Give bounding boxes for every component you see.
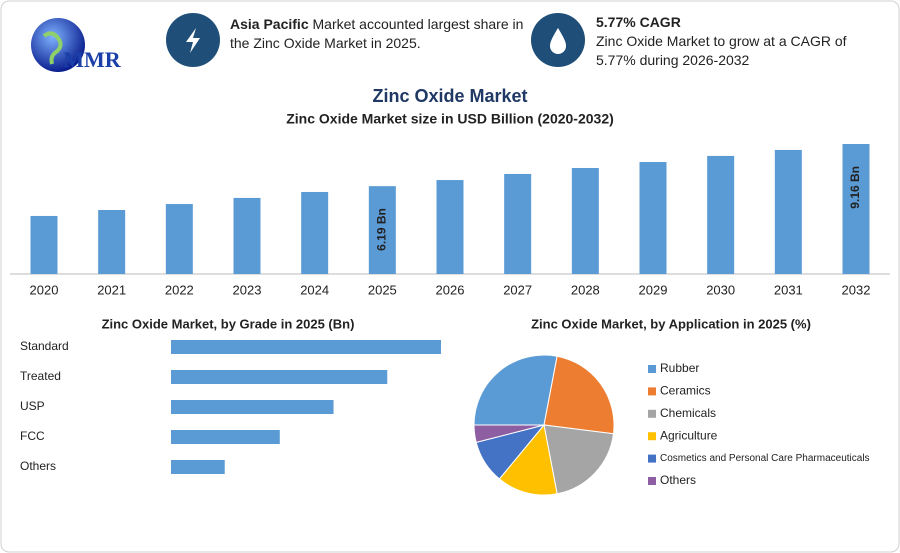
legend-swatch	[648, 365, 656, 373]
drop-icon	[550, 28, 566, 54]
x-tick-label: 2020	[30, 282, 59, 297]
y-tick-label: Standard	[20, 339, 69, 353]
logo-globe	[31, 18, 85, 72]
pie-slice	[473, 424, 545, 444]
y-tick-label: Others	[20, 459, 56, 473]
bar	[639, 162, 667, 274]
fact-bold: Asia Pacific	[230, 16, 309, 32]
pie-slice	[473, 354, 558, 426]
main-title: Zinc Oxide Market	[372, 86, 527, 106]
legend-swatch	[648, 477, 656, 485]
bar	[30, 215, 58, 274]
legend-label: Rubber	[660, 361, 699, 375]
pie-slice	[498, 423, 558, 496]
bar	[774, 149, 802, 274]
value-label: 9.16 Bn	[848, 166, 862, 209]
y-tick-label: USP	[20, 399, 45, 413]
legend-swatch	[648, 387, 656, 396]
chart-title: Zinc Oxide Market size in USD Billion (2…	[286, 111, 614, 127]
bar	[842, 144, 870, 274]
x-tick-label: 2031	[774, 282, 803, 297]
bar	[171, 400, 334, 414]
bar	[707, 155, 735, 274]
legend-label: Ceramics	[660, 384, 711, 398]
bar	[368, 186, 396, 274]
x-tick-label: 2028	[571, 282, 600, 297]
chart-title: Zinc Oxide Market, by Application in 202…	[531, 316, 811, 331]
bar	[165, 204, 193, 274]
x-tick-label: 2021	[97, 282, 126, 297]
bar	[171, 430, 280, 444]
x-tick-label: 2022	[165, 282, 194, 297]
fact-title: 5.77% CAGR	[596, 14, 681, 30]
bar	[504, 173, 532, 274]
legend-swatch	[648, 454, 656, 463]
x-tick-label: 2023	[233, 282, 262, 297]
x-tick-label: 2032	[842, 282, 871, 297]
bar	[171, 370, 388, 384]
x-tick-label: 2024	[300, 282, 329, 297]
x-tick-label: 2029	[639, 282, 668, 297]
value-label: 6.19 Bn	[375, 208, 389, 251]
bar	[98, 209, 126, 274]
bar	[571, 167, 599, 274]
legend-label: Cosmetics and Personal Care Pharmaceutic…	[660, 453, 870, 464]
y-tick-label: FCC	[20, 429, 45, 443]
bar	[171, 340, 441, 354]
legend-label: Agriculture	[660, 428, 718, 442]
fact-2: 5.77% CAGR Zinc Oxide Market to grow at a…	[596, 13, 888, 70]
bar	[233, 197, 261, 274]
pie-slice	[543, 424, 615, 495]
x-tick-label: 2025	[368, 282, 397, 297]
legend-swatch	[648, 409, 656, 418]
bar	[171, 460, 225, 474]
logo-land	[42, 31, 63, 65]
fact-text: Zinc Oxide Market to grow at a CAGR of 5…	[596, 33, 847, 68]
fact-text: Market accounted largest share in the Zi…	[230, 16, 524, 51]
bar	[301, 191, 329, 274]
legend-label: Chemicals	[660, 406, 716, 420]
x-tick-label: 2030	[706, 282, 735, 297]
fact-1: Asia Pacific Market accounted largest sh…	[230, 15, 525, 53]
legend-label: Others	[660, 473, 696, 487]
logo-text: MMR	[63, 47, 122, 72]
y-tick-label: Treated	[20, 369, 61, 383]
x-tick-label: 2027	[503, 282, 532, 297]
bar	[436, 180, 464, 274]
legend-swatch	[648, 432, 656, 441]
x-tick-label: 2026	[436, 282, 465, 297]
pie-slice	[543, 355, 615, 435]
chart-title: Zinc Oxide Market, by Grade in 2025 (Bn)	[102, 316, 355, 331]
bolt-icon	[186, 28, 200, 53]
